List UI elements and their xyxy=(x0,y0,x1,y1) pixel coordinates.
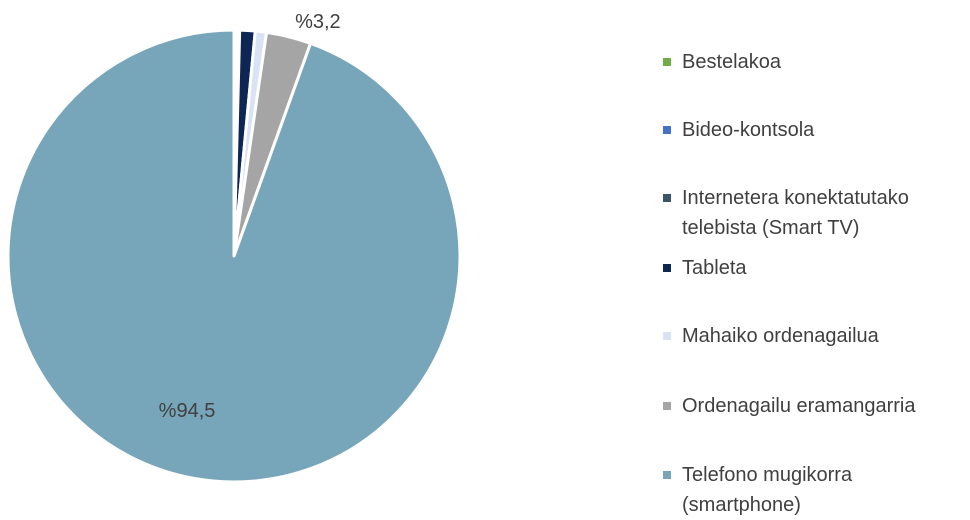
pie-slice xyxy=(6,28,462,484)
data-label: %3,2 xyxy=(295,11,341,33)
data-label: %94,5 xyxy=(159,400,216,422)
